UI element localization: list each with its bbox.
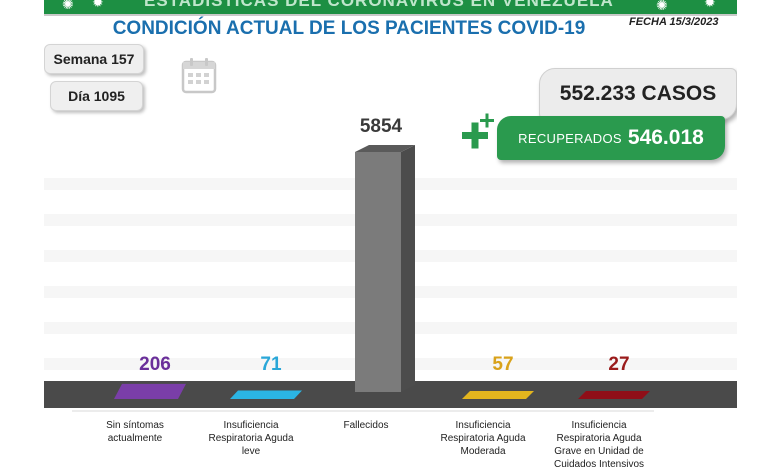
recovered-box: RECUPERADOS 546.018 bbox=[497, 116, 725, 160]
category-label-line: Sin síntomas bbox=[106, 420, 164, 431]
calendar-icon bbox=[181, 58, 217, 94]
bar-top bbox=[355, 145, 415, 152]
category-label-line: Respiratoria Aguda bbox=[440, 433, 525, 444]
plus-icon bbox=[462, 113, 494, 149]
infographic-panel: ✺ ✹ ESTADÍSTICAS DEL CORONAVIRUS EN VENE… bbox=[44, 0, 737, 470]
bar-group bbox=[578, 391, 650, 399]
category-label-line: Respiratoria Aguda bbox=[208, 433, 293, 444]
category-label-line: Fallecidos bbox=[343, 420, 388, 431]
data-label: 71 bbox=[260, 354, 282, 375]
virus-icon: ✹ bbox=[704, 0, 716, 10]
category-label: Insuficiencia Respiratoria Aguda leve bbox=[208, 420, 293, 457]
bar bbox=[114, 383, 186, 399]
bar bbox=[462, 391, 534, 399]
category-label-line: Insuficiencia bbox=[571, 420, 626, 431]
bar-group bbox=[462, 391, 534, 399]
category-label-line: Insuficiencia bbox=[455, 420, 510, 431]
bar bbox=[578, 391, 650, 399]
data-label: 5854 bbox=[360, 116, 403, 137]
virus-icon: ✺ bbox=[62, 0, 74, 12]
category-label: Insuficiencia Respiratoria Aguda Moderada bbox=[440, 420, 525, 457]
virus-icon: ✹ bbox=[92, 0, 104, 10]
bar bbox=[230, 390, 302, 399]
category-label-line: Grave en Unidad de bbox=[554, 446, 644, 457]
category-label-line: leve bbox=[242, 446, 261, 457]
page-title: CONDICIÓN ACTUAL DE LOS PACIENTES COVID-… bbox=[112, 18, 586, 39]
recovered-value: 546.018 bbox=[627, 126, 704, 149]
category-label-line: Insuficiencia bbox=[223, 420, 278, 431]
bar-group bbox=[230, 390, 302, 399]
day-badge: Día 1095 bbox=[50, 81, 143, 111]
category-label: Sin síntomas actualmente bbox=[106, 420, 164, 444]
data-label: 27 bbox=[608, 354, 629, 375]
top-banner: ✺ ✹ ESTADÍSTICAS DEL CORONAVIRUS EN VENE… bbox=[44, 0, 737, 16]
recovered-label: RECUPERADOS bbox=[518, 130, 622, 146]
bar-group bbox=[114, 383, 186, 399]
virus-icon: ✺ bbox=[656, 0, 668, 13]
week-badge: Semana 157 bbox=[44, 44, 144, 74]
bar-chart: 206 Sin síntomas actualmente 71 Insuficienci… bbox=[44, 116, 737, 470]
date-label: FECHA 15/3/2023 bbox=[629, 16, 719, 28]
category-label-line: actualmente bbox=[108, 433, 163, 444]
data-label: 57 bbox=[492, 354, 513, 375]
category-label: Fallecidos bbox=[343, 420, 388, 431]
category-label-line: Respiratoria Aguda bbox=[556, 433, 641, 444]
category-label-line: Moderada bbox=[460, 446, 505, 457]
banner-title: ESTADÍSTICAS DEL CORONAVIRUS EN VENEZUEL… bbox=[144, 0, 614, 10]
category-label-line: Cuidados Intensivos bbox=[554, 459, 644, 470]
bar-group bbox=[355, 145, 415, 392]
bar bbox=[355, 152, 401, 392]
total-cases-box: 552.233 CASOS bbox=[539, 68, 737, 120]
bar-side bbox=[401, 145, 415, 392]
data-label: 206 bbox=[139, 354, 171, 375]
category-label: Insuficiencia Respiratoria Aguda Grave en … bbox=[554, 420, 644, 470]
